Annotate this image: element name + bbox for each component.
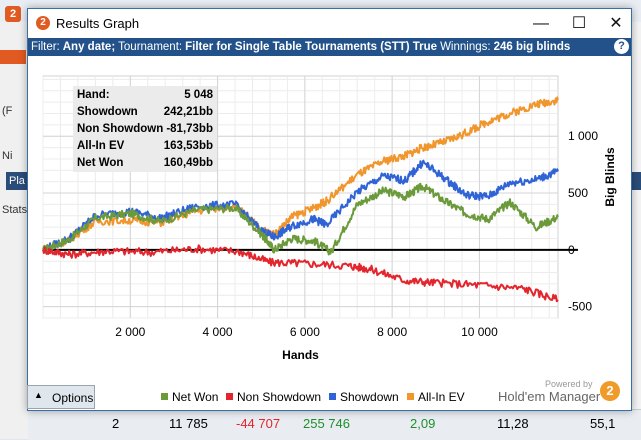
filter-date: Any date;	[62, 41, 116, 53]
window-title: Results Graph	[56, 16, 140, 31]
stats-label: Non Showdown	[77, 123, 164, 135]
background-left-accent	[0, 50, 26, 64]
legend-swatch	[161, 393, 168, 400]
x-axis-title: Hands	[282, 348, 319, 362]
stats-value: 160,49bb	[163, 157, 213, 169]
filter-tournament-label: Tournament:	[118, 41, 183, 53]
filter-winnings-value: 246 big blinds	[493, 41, 571, 53]
stats-row: Non Showdown -81,73bb	[77, 123, 213, 140]
legend-swatch	[329, 393, 336, 400]
stats-label: Net Won	[77, 157, 124, 169]
stats-row: All-In EV 163,53bb	[77, 140, 213, 157]
stats-label: Hand:	[77, 89, 110, 101]
table-cell: 55,1	[590, 416, 616, 431]
background-left-label: (F	[2, 105, 13, 117]
minimize-button[interactable]: —	[533, 15, 549, 32]
filter-prefix: Filter:	[31, 41, 60, 53]
table-cell: 2	[112, 416, 120, 431]
legend-showdown[interactable]: Showdown	[329, 390, 399, 404]
stats-label: Showdown	[77, 106, 138, 118]
legend-swatch	[407, 393, 414, 400]
table-cell: 11 785	[169, 416, 208, 431]
series-line-all-in-ev	[42, 96, 559, 254]
stats-row: Hand: 5 048	[77, 89, 213, 106]
x-tick-label: 10 000	[461, 325, 498, 339]
y-tick-label: 1 000	[568, 129, 598, 143]
background-left-label[interactable]: Ni	[2, 150, 13, 162]
stats-panel: Hand: 5 048 Showdown 242,21bb Non Showdown…	[73, 86, 217, 172]
brand-name: Hold'em Manager	[498, 389, 601, 404]
stats-value: -81,73bb	[166, 123, 213, 135]
x-tick-label: 8 000	[377, 325, 407, 339]
table-cell: 11,28	[497, 416, 529, 431]
stats-label: All-In EV	[77, 140, 125, 152]
y-tick-label: -500	[568, 300, 592, 314]
legend-net-won[interactable]: Net Won	[161, 390, 218, 404]
x-tick-label: 4 000	[203, 325, 233, 339]
x-tick-label: 6 000	[290, 325, 320, 339]
legend-non-showdown[interactable]: Non Showdown	[226, 390, 321, 404]
background-left-tab[interactable]: Pla	[6, 172, 28, 190]
close-button[interactable]: ✕	[609, 15, 623, 32]
table-cell: 2,09	[410, 416, 436, 431]
legend-label: Showdown	[340, 390, 399, 404]
results-graph-window: 2 Results Graph — ☐ ✕ Filter: Any date; To…	[27, 8, 632, 411]
powered-by-text: Powered by	[545, 379, 593, 389]
legend-label: Non Showdown	[237, 390, 322, 404]
table-cell: -44 707	[236, 416, 281, 431]
background-left-panel: (F Ni Stats	[0, 22, 29, 439]
series-line-net-won	[42, 182, 559, 256]
stats-value: 5 048	[184, 89, 213, 101]
options-button[interactable]: ▲ Options	[27, 385, 95, 409]
legend-label: All-In EV	[418, 390, 465, 404]
stats-value: 163,53bb	[163, 140, 213, 152]
x-tick-label: 2 000	[115, 325, 145, 339]
series-line-non-showdown	[42, 244, 559, 303]
background-app-logo: 2	[5, 6, 21, 22]
brand-logo-icon: 2	[600, 381, 620, 401]
stats-row: Showdown 242,21bb	[77, 106, 213, 123]
legend-swatch	[226, 393, 233, 400]
stats-value: 242,21bb	[163, 106, 213, 118]
app-logo-icon: 2	[36, 16, 50, 30]
table-cell: 255 746	[303, 416, 350, 431]
filter-winnings-label: Winnings:	[440, 41, 491, 53]
y-tick-label: 0	[568, 243, 575, 257]
filter-bar[interactable]: Filter: Any date; Tournament: Filter for Si…	[28, 38, 631, 56]
y-axis-title: Big Blinds	[603, 147, 617, 207]
series-line-showdown	[42, 159, 559, 252]
help-icon[interactable]: ?	[614, 39, 629, 54]
y-tick-label: 500	[568, 186, 588, 200]
window-titlebar[interactable]: 2 Results Graph — ☐ ✕	[28, 9, 631, 38]
background-left-label[interactable]: Stats	[2, 204, 28, 216]
legend-all-in-ev[interactable]: All-In EV	[407, 390, 465, 404]
options-label: Options	[52, 391, 94, 405]
stats-row: Net Won 160,49bb	[77, 157, 213, 174]
filter-tournament-value: Filter for Single Table Tournaments (STT…	[185, 41, 438, 53]
maximize-button[interactable]: ☐	[571, 15, 587, 32]
chevron-up-icon: ▲	[34, 390, 43, 400]
legend-label: Net Won	[172, 390, 219, 404]
